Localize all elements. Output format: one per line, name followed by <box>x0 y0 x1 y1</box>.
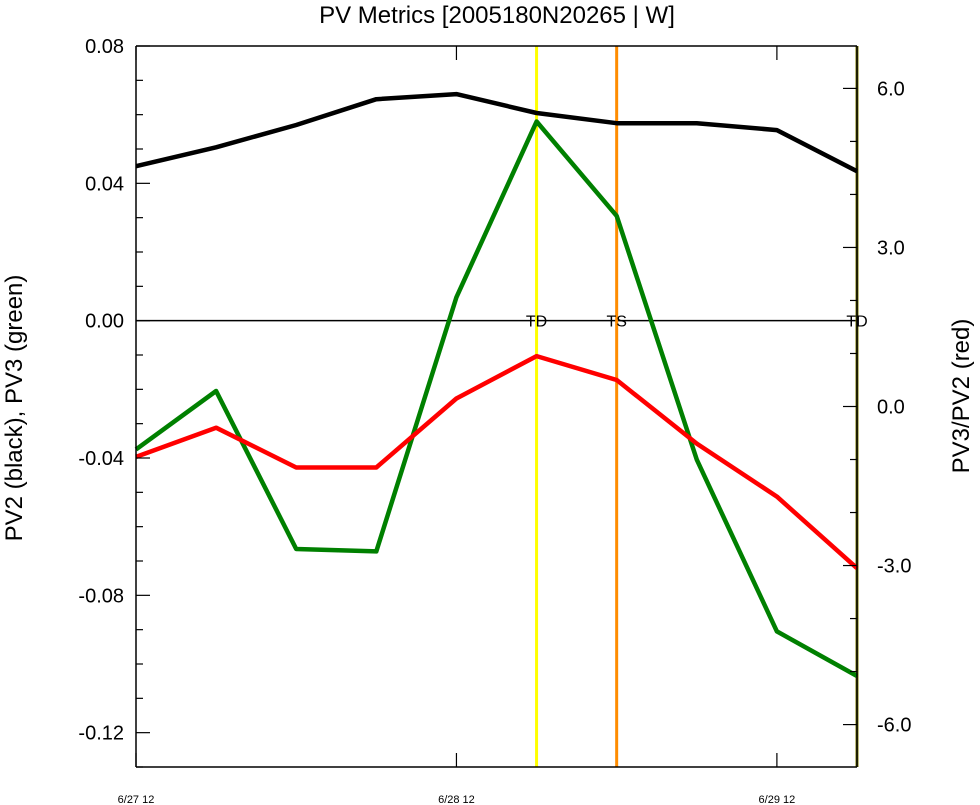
y-left-tick-label: -0.12 <box>78 723 124 745</box>
y-axis-right-label: PV3/PV2 (red) <box>948 319 975 474</box>
y-right-tick-label: 3.0 <box>877 237 905 259</box>
y-left-tick-label: 0.04 <box>85 173 124 195</box>
y-right-tick-label: 6.0 <box>877 78 905 100</box>
series-line <box>135 91 859 174</box>
event-marker-label: TD <box>526 314 547 331</box>
y-axis-left-label: PV2 (black), PV3 (green) <box>1 275 28 542</box>
y-left-tick-label: -0.08 <box>78 585 124 607</box>
series-line <box>135 353 859 570</box>
y-right-tick-label: -6.0 <box>877 715 911 737</box>
event-marker-label: TS <box>606 314 626 331</box>
plot-area: TD TS TD0.080.040.00-0.04-0.08-0.126.03.00… <box>78 36 911 805</box>
y-left-tick-label: 0.00 <box>85 311 124 333</box>
chart-title: PV Metrics [2005180N20265 | W] <box>319 2 675 29</box>
y-left-tick-label: 0.08 <box>85 36 124 58</box>
x-tick-label: 6/27 12 <box>118 794 155 805</box>
y-left-tick-label: -0.04 <box>78 448 124 470</box>
x-tick-label: 6/28 12 <box>438 794 475 805</box>
x-tick-label: 6/29 12 <box>759 794 796 805</box>
y-right-tick-label: 0.0 <box>877 397 905 419</box>
series-line <box>134 119 859 678</box>
y-right-tick-label: -3.0 <box>877 556 911 578</box>
